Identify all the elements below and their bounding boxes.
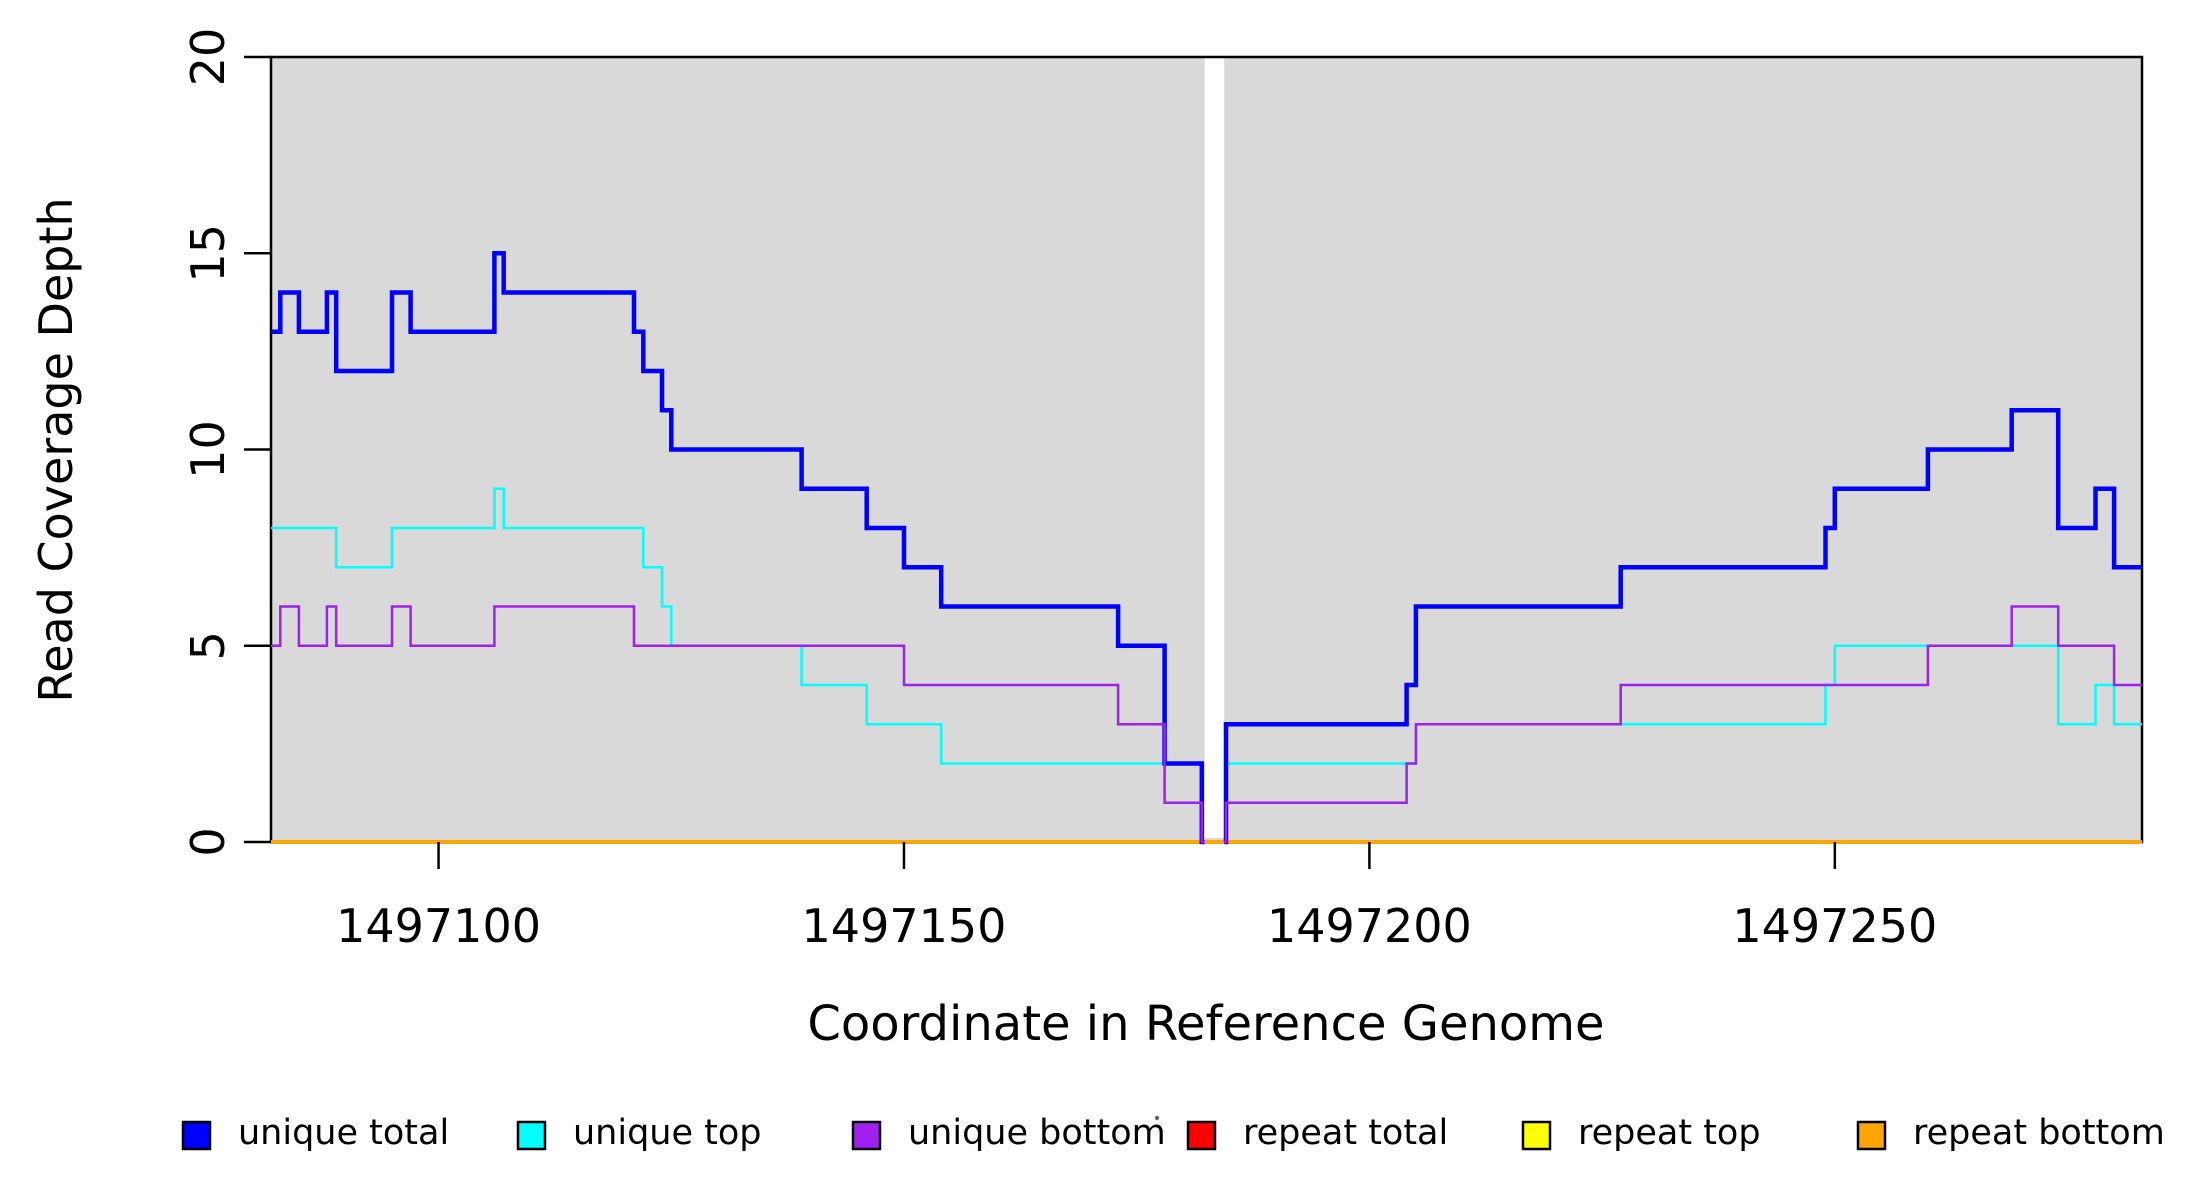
- no-data-gap: [1204, 57, 1225, 838]
- x-axis-title: Coordinate in Reference Genome: [807, 996, 1604, 1052]
- x-tick-label: 1497200: [1267, 899, 1472, 953]
- y-tick-label: 15: [181, 224, 235, 283]
- legend-item-unique-top: unique top: [516, 1113, 762, 1153]
- legend-label: repeat total: [1243, 1113, 1448, 1153]
- x-tick-label: 1497150: [802, 899, 1007, 953]
- y-tick-label: 5: [181, 631, 235, 660]
- legend-swatch-icon: [516, 1120, 547, 1151]
- y-axis-title: Read Coverage Depth: [29, 197, 83, 702]
- y-tick-label: 0: [181, 827, 235, 856]
- legend-item-unique-bottom: unique bottom: [851, 1113, 1166, 1153]
- legend-label: unique total: [238, 1113, 449, 1153]
- series-line-unique-top: [271, 487, 1205, 844]
- x-tick-label: 1497100: [336, 899, 541, 953]
- y-tick-label: 20: [181, 28, 235, 87]
- series-line-unique-top: [1224, 644, 2142, 844]
- legend-swatch-icon: [1856, 1120, 1887, 1151]
- legend-label: repeat top: [1578, 1113, 1761, 1153]
- legend-item-repeat-bottom: repeat bottom: [1856, 1113, 2165, 1153]
- stray-dot: [1154, 1115, 1160, 1121]
- legend-item-repeat-top: repeat top: [1521, 1113, 1761, 1153]
- legend-swatch-icon: [851, 1120, 882, 1151]
- legend-swatch-icon: [181, 1120, 212, 1151]
- series-line-unique-bottom: [271, 605, 1205, 844]
- y-tick-label: 10: [181, 420, 235, 479]
- axes-layer: 1497100 1497150 1497200 1497250 0 5 10 15 20: [181, 28, 1937, 953]
- legend: unique total unique top unique bottom repea…: [181, 1113, 2165, 1153]
- series-line-unique-total: [1223, 408, 2142, 845]
- series-line-unique-total: [271, 251, 1205, 845]
- legend-item-repeat-total: repeat total: [1186, 1113, 1448, 1153]
- plot-background-layer: [269, 55, 2144, 844]
- legend-label: unique top: [573, 1113, 762, 1153]
- series-layer: [271, 251, 2142, 845]
- x-tick-label: 1497250: [1732, 899, 1937, 953]
- legend-item-unique-total: unique total: [181, 1113, 449, 1153]
- legend-swatch-icon: [1186, 1120, 1217, 1151]
- legend-label: unique bottom: [908, 1113, 1166, 1153]
- legend-swatch-icon: [1521, 1120, 1552, 1151]
- legend-label: repeat bottom: [1913, 1113, 2165, 1153]
- series-line-unique-bottom: [1224, 605, 2142, 844]
